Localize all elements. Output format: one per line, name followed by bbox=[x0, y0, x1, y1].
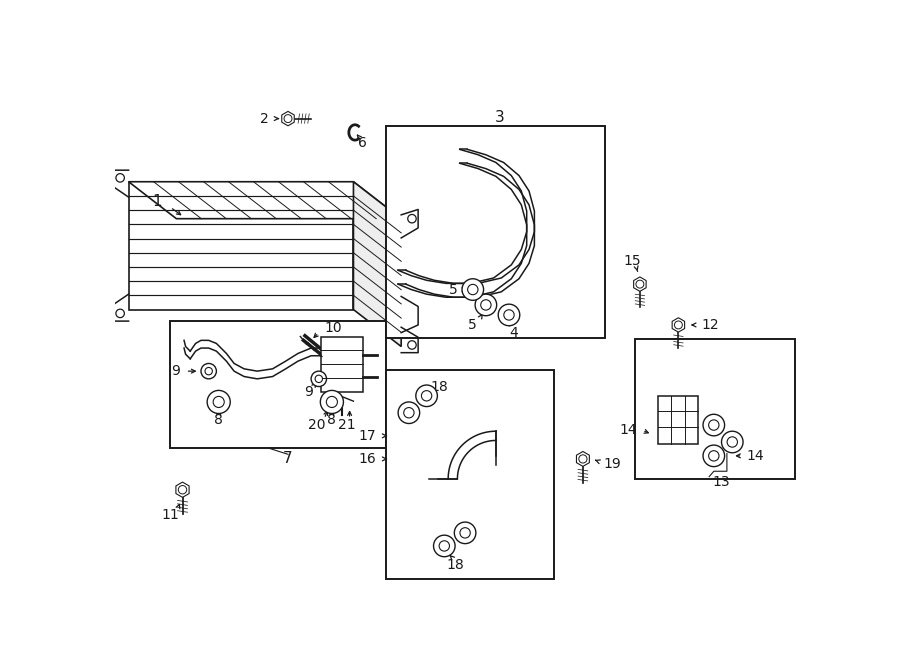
Polygon shape bbox=[282, 112, 294, 126]
Text: 19: 19 bbox=[604, 457, 621, 471]
Circle shape bbox=[178, 486, 186, 494]
Polygon shape bbox=[577, 451, 590, 467]
Text: 4: 4 bbox=[509, 326, 518, 340]
Circle shape bbox=[205, 368, 212, 375]
Circle shape bbox=[481, 299, 491, 310]
Text: 13: 13 bbox=[713, 475, 730, 489]
Circle shape bbox=[708, 420, 719, 430]
Circle shape bbox=[408, 214, 416, 223]
Circle shape bbox=[708, 451, 719, 461]
Bar bbox=[634, 339, 795, 479]
Text: 14: 14 bbox=[746, 449, 764, 463]
Polygon shape bbox=[354, 182, 401, 346]
Circle shape bbox=[284, 114, 292, 122]
Circle shape bbox=[315, 375, 322, 383]
Circle shape bbox=[116, 174, 124, 182]
Circle shape bbox=[722, 431, 743, 453]
Circle shape bbox=[462, 279, 483, 300]
Circle shape bbox=[703, 414, 724, 436]
Polygon shape bbox=[176, 482, 189, 497]
Circle shape bbox=[404, 408, 414, 418]
Circle shape bbox=[460, 527, 471, 538]
Bar bbox=[170, 321, 386, 448]
Polygon shape bbox=[634, 277, 646, 292]
Circle shape bbox=[727, 437, 737, 447]
Bar bbox=[386, 126, 605, 338]
Circle shape bbox=[499, 304, 520, 326]
Circle shape bbox=[116, 309, 124, 318]
Circle shape bbox=[468, 284, 478, 295]
Text: 18: 18 bbox=[431, 379, 448, 393]
Text: 8: 8 bbox=[328, 413, 337, 428]
Text: 5: 5 bbox=[468, 318, 477, 332]
Circle shape bbox=[703, 445, 724, 467]
Text: 17: 17 bbox=[359, 429, 376, 443]
Polygon shape bbox=[672, 318, 685, 332]
Circle shape bbox=[320, 391, 344, 414]
Text: 15: 15 bbox=[624, 254, 641, 268]
Text: 14: 14 bbox=[619, 424, 637, 438]
Text: 10: 10 bbox=[324, 321, 342, 335]
Text: 6: 6 bbox=[358, 136, 367, 150]
Circle shape bbox=[311, 371, 327, 387]
Circle shape bbox=[434, 535, 455, 557]
Circle shape bbox=[213, 397, 224, 407]
Text: 20: 20 bbox=[308, 418, 325, 432]
Text: 9: 9 bbox=[171, 364, 180, 378]
Text: 2: 2 bbox=[260, 112, 269, 126]
Circle shape bbox=[579, 455, 587, 463]
Circle shape bbox=[207, 391, 230, 414]
Text: 11: 11 bbox=[161, 508, 179, 522]
Circle shape bbox=[454, 522, 476, 543]
Circle shape bbox=[327, 397, 338, 407]
Text: 16: 16 bbox=[359, 452, 376, 466]
Circle shape bbox=[408, 340, 416, 349]
Text: 5: 5 bbox=[449, 282, 457, 297]
Text: 12: 12 bbox=[701, 318, 719, 332]
Polygon shape bbox=[129, 182, 354, 309]
Circle shape bbox=[398, 402, 419, 424]
Text: 1: 1 bbox=[152, 194, 162, 210]
Text: 3: 3 bbox=[495, 110, 505, 124]
Polygon shape bbox=[129, 182, 401, 219]
Circle shape bbox=[636, 280, 644, 288]
Circle shape bbox=[201, 364, 216, 379]
Bar bbox=[321, 336, 364, 392]
Text: 7: 7 bbox=[284, 451, 292, 467]
Circle shape bbox=[475, 294, 497, 316]
Text: 18: 18 bbox=[446, 558, 464, 572]
Circle shape bbox=[439, 541, 449, 551]
Bar bbox=[658, 396, 698, 444]
Bar bbox=[386, 369, 554, 579]
Circle shape bbox=[416, 385, 437, 407]
Text: 21: 21 bbox=[338, 418, 356, 432]
Circle shape bbox=[504, 310, 514, 320]
Circle shape bbox=[674, 321, 682, 329]
Text: 8: 8 bbox=[214, 413, 223, 428]
Circle shape bbox=[421, 391, 432, 401]
Text: 9: 9 bbox=[304, 385, 313, 399]
